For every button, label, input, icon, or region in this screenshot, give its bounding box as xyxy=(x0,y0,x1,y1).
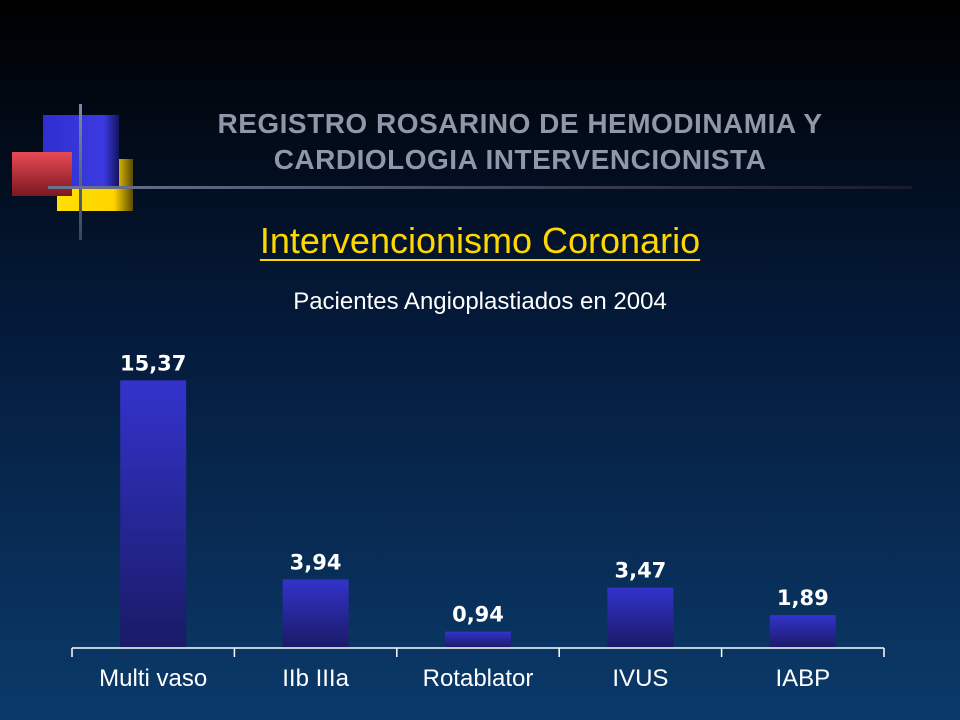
x-tick-label: Rotablator xyxy=(423,665,534,692)
title-line-2: CARDIOLOGIA INTERVENCIONISTA xyxy=(273,144,767,175)
data-label: 3,47 xyxy=(614,559,666,583)
bar xyxy=(445,631,511,648)
x-tick-label: IIb IIIa xyxy=(282,665,349,692)
bar xyxy=(282,579,349,648)
subtitle: Intervencionismo Coronario xyxy=(259,220,701,261)
data-label: 3,94 xyxy=(290,550,342,574)
data-label: 1,89 xyxy=(777,586,829,610)
chart-caption: Pacientes Angioplastiados en 2004 xyxy=(293,288,667,315)
x-tick-label: IABP xyxy=(775,665,830,692)
title-divider xyxy=(48,186,912,189)
data-label: 15,37 xyxy=(120,351,186,375)
title-line-1: REGISTRO ROSARINO DE HEMODINAMIA Y xyxy=(217,108,823,139)
x-tick-label: Multi vaso xyxy=(99,665,207,692)
bar xyxy=(607,587,674,648)
bar xyxy=(769,615,836,648)
page-title: REGISTRO ROSARINO DE HEMODINAMIA Y CARDI… xyxy=(150,106,890,178)
x-tick-label: IVUS xyxy=(612,665,668,692)
data-label: 0,94 xyxy=(452,603,504,627)
bar xyxy=(120,380,187,648)
logo-vertical-line xyxy=(79,104,82,240)
